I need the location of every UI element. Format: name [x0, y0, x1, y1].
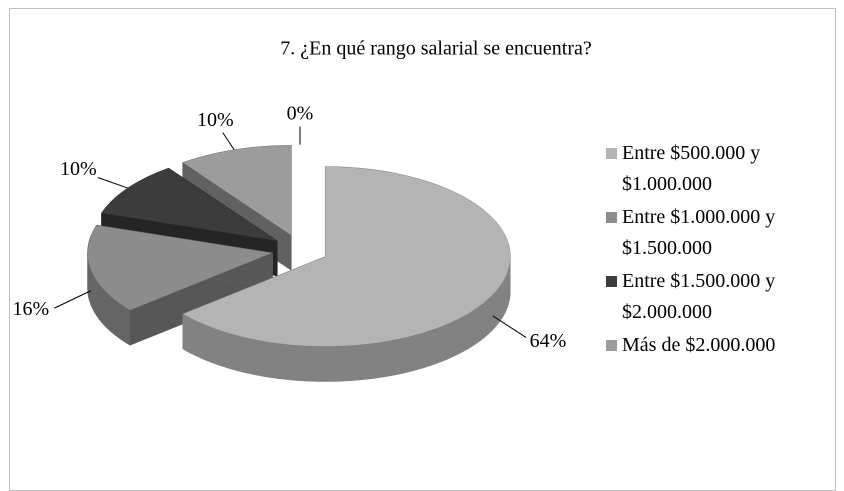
legend-entry: Más de $2.000.000 [606, 330, 838, 361]
leader-line [222, 132, 235, 151]
legend-entry: Entre $1.500.000 y $2.000.000 [606, 266, 838, 328]
leader-line [54, 290, 91, 309]
legend-entry: Entre $1.000.000 y $1.500.000 [606, 202, 838, 264]
legend-entry: Entre $500.000 y $1.000.000 [606, 138, 838, 200]
legend-swatch [606, 340, 617, 351]
data-label: 10% [197, 109, 234, 131]
slice [182, 166, 511, 382]
slice-top [182, 166, 511, 347]
slice-top [182, 145, 292, 236]
data-label: 10% [60, 158, 97, 180]
legend-swatch [606, 148, 617, 159]
chart-title: 7. ¿En qué rango salarial se encuentra? [280, 38, 592, 60]
legend-swatch [606, 212, 617, 223]
slice-top [87, 224, 274, 311]
legend-swatch [606, 276, 617, 287]
legend-label: Entre $1.500.000 y $2.000.000 [622, 270, 776, 323]
slice [87, 224, 274, 346]
legend-label: Entre $1.000.000 y $1.500.000 [622, 206, 776, 259]
legend: Entre $500.000 y $1.000.000 Entre $1.000.… [606, 138, 838, 363]
data-label: 64% [530, 330, 567, 352]
leader-line [492, 315, 527, 338]
leader-line [97, 176, 128, 189]
data-label: 16% [12, 298, 49, 320]
slice-top [100, 167, 278, 242]
legend-label: Entre $500.000 y $1.000.000 [622, 142, 761, 195]
data-label: 0% [287, 102, 314, 124]
legend-label: Más de $2.000.000 [622, 334, 776, 356]
